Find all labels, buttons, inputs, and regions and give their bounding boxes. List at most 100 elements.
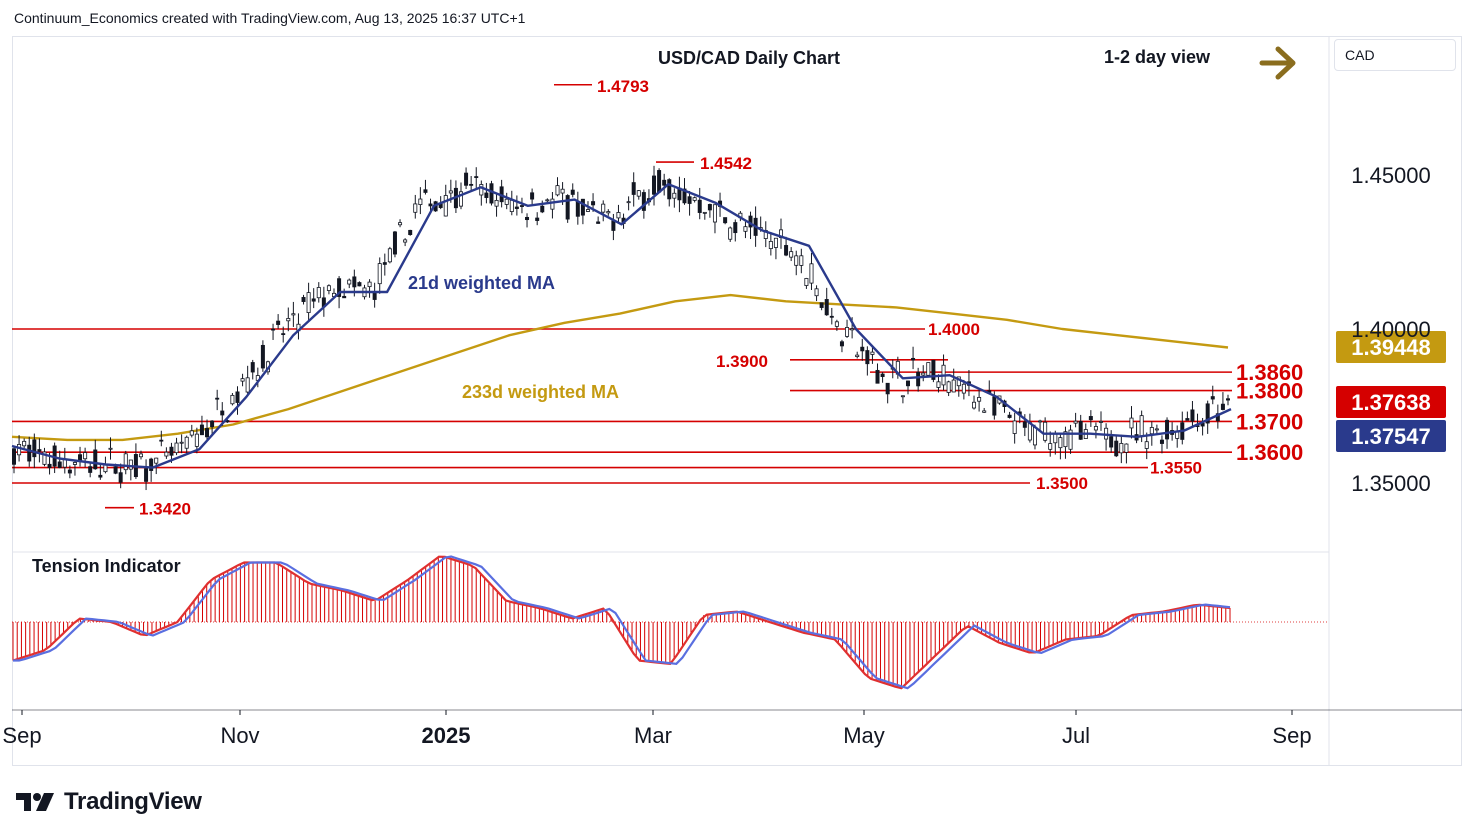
candle-body [352,276,357,288]
candle-body [11,448,16,465]
candle-body [78,454,83,461]
candle-body [1154,428,1159,431]
candle [596,216,601,224]
candle [245,365,250,394]
candle [636,189,641,200]
candle [799,248,804,274]
candle [88,462,93,478]
candle [662,173,667,196]
candle-body [972,401,977,409]
candle-body [199,424,204,436]
candle [1058,434,1063,460]
candle [657,168,662,193]
price-badge-label: 1.37638 [1351,390,1431,415]
candle-body [326,285,331,291]
candle-body [276,320,281,325]
candle-body [601,203,606,213]
candle-body [961,383,966,394]
candle-body [855,354,860,357]
candle [692,196,697,203]
candle-body [413,203,418,213]
candle-body [1129,417,1134,429]
candle [1043,417,1048,443]
candle-body [712,204,717,223]
candle-body [606,211,611,214]
candle-body [220,410,225,416]
candle-body [32,439,37,458]
candle [98,463,103,480]
candle [1180,411,1185,445]
candle-body [311,298,316,302]
candle-body [885,382,890,395]
candle [1093,422,1098,439]
candle-body [870,351,875,355]
candle-body [982,410,987,413]
candle-body [164,451,169,457]
candle [357,281,362,287]
candle-body [1048,443,1053,450]
candle [819,302,824,311]
candle [179,434,184,454]
candle [921,365,926,382]
candle [1048,431,1053,457]
candle-body [794,255,799,266]
candle-body [631,182,636,195]
candle-body [184,436,189,449]
candle [276,314,281,329]
level-label: 1.3860 [1236,360,1303,385]
candle [707,203,712,218]
x-tick-label: Nov [220,723,259,748]
candle [723,217,728,225]
x-tick-label: May [843,723,885,748]
candle-body [367,281,372,288]
candle [733,219,738,242]
candle [479,180,484,206]
candle [728,226,733,242]
candle-body [337,278,342,297]
candle-body [72,462,77,465]
candle-body [205,428,210,438]
candle-body [773,237,778,248]
candle [159,430,164,447]
candle [885,382,890,404]
candle [1078,414,1083,440]
candle [606,209,611,216]
candle [235,386,240,415]
candle-body [672,192,677,199]
candle [977,389,982,412]
candle-body [936,381,941,388]
tension-line-slow [13,555,1231,690]
candle-body [57,461,62,468]
candle [540,200,545,214]
candle-body [875,369,880,384]
candle-body [159,439,164,442]
candle-body [408,229,413,235]
candle [1205,400,1210,434]
candle-body [570,189,575,195]
candle-body [1078,420,1083,440]
candle [413,194,418,219]
candle [1159,435,1164,454]
candle-body [504,198,509,205]
candle [535,212,540,226]
candle [504,192,509,210]
candle-body [519,205,524,207]
candle-body [42,451,47,465]
candle [1195,413,1200,432]
level-label: 1.3500 [1036,474,1088,493]
candle-body [682,188,687,204]
candle-body [1058,437,1063,449]
candle [916,367,921,392]
currency-button[interactable]: CAD [1334,39,1456,71]
candle [301,294,306,305]
x-tick-label: 2025 [422,723,471,748]
x-tick-label: Jul [1062,723,1090,748]
candle-body [565,195,570,220]
candle-body [83,452,88,460]
candle-body [1088,416,1093,421]
candle-body [469,183,474,186]
candle-body [123,453,128,471]
candle [118,463,123,489]
candle-body [530,192,535,200]
